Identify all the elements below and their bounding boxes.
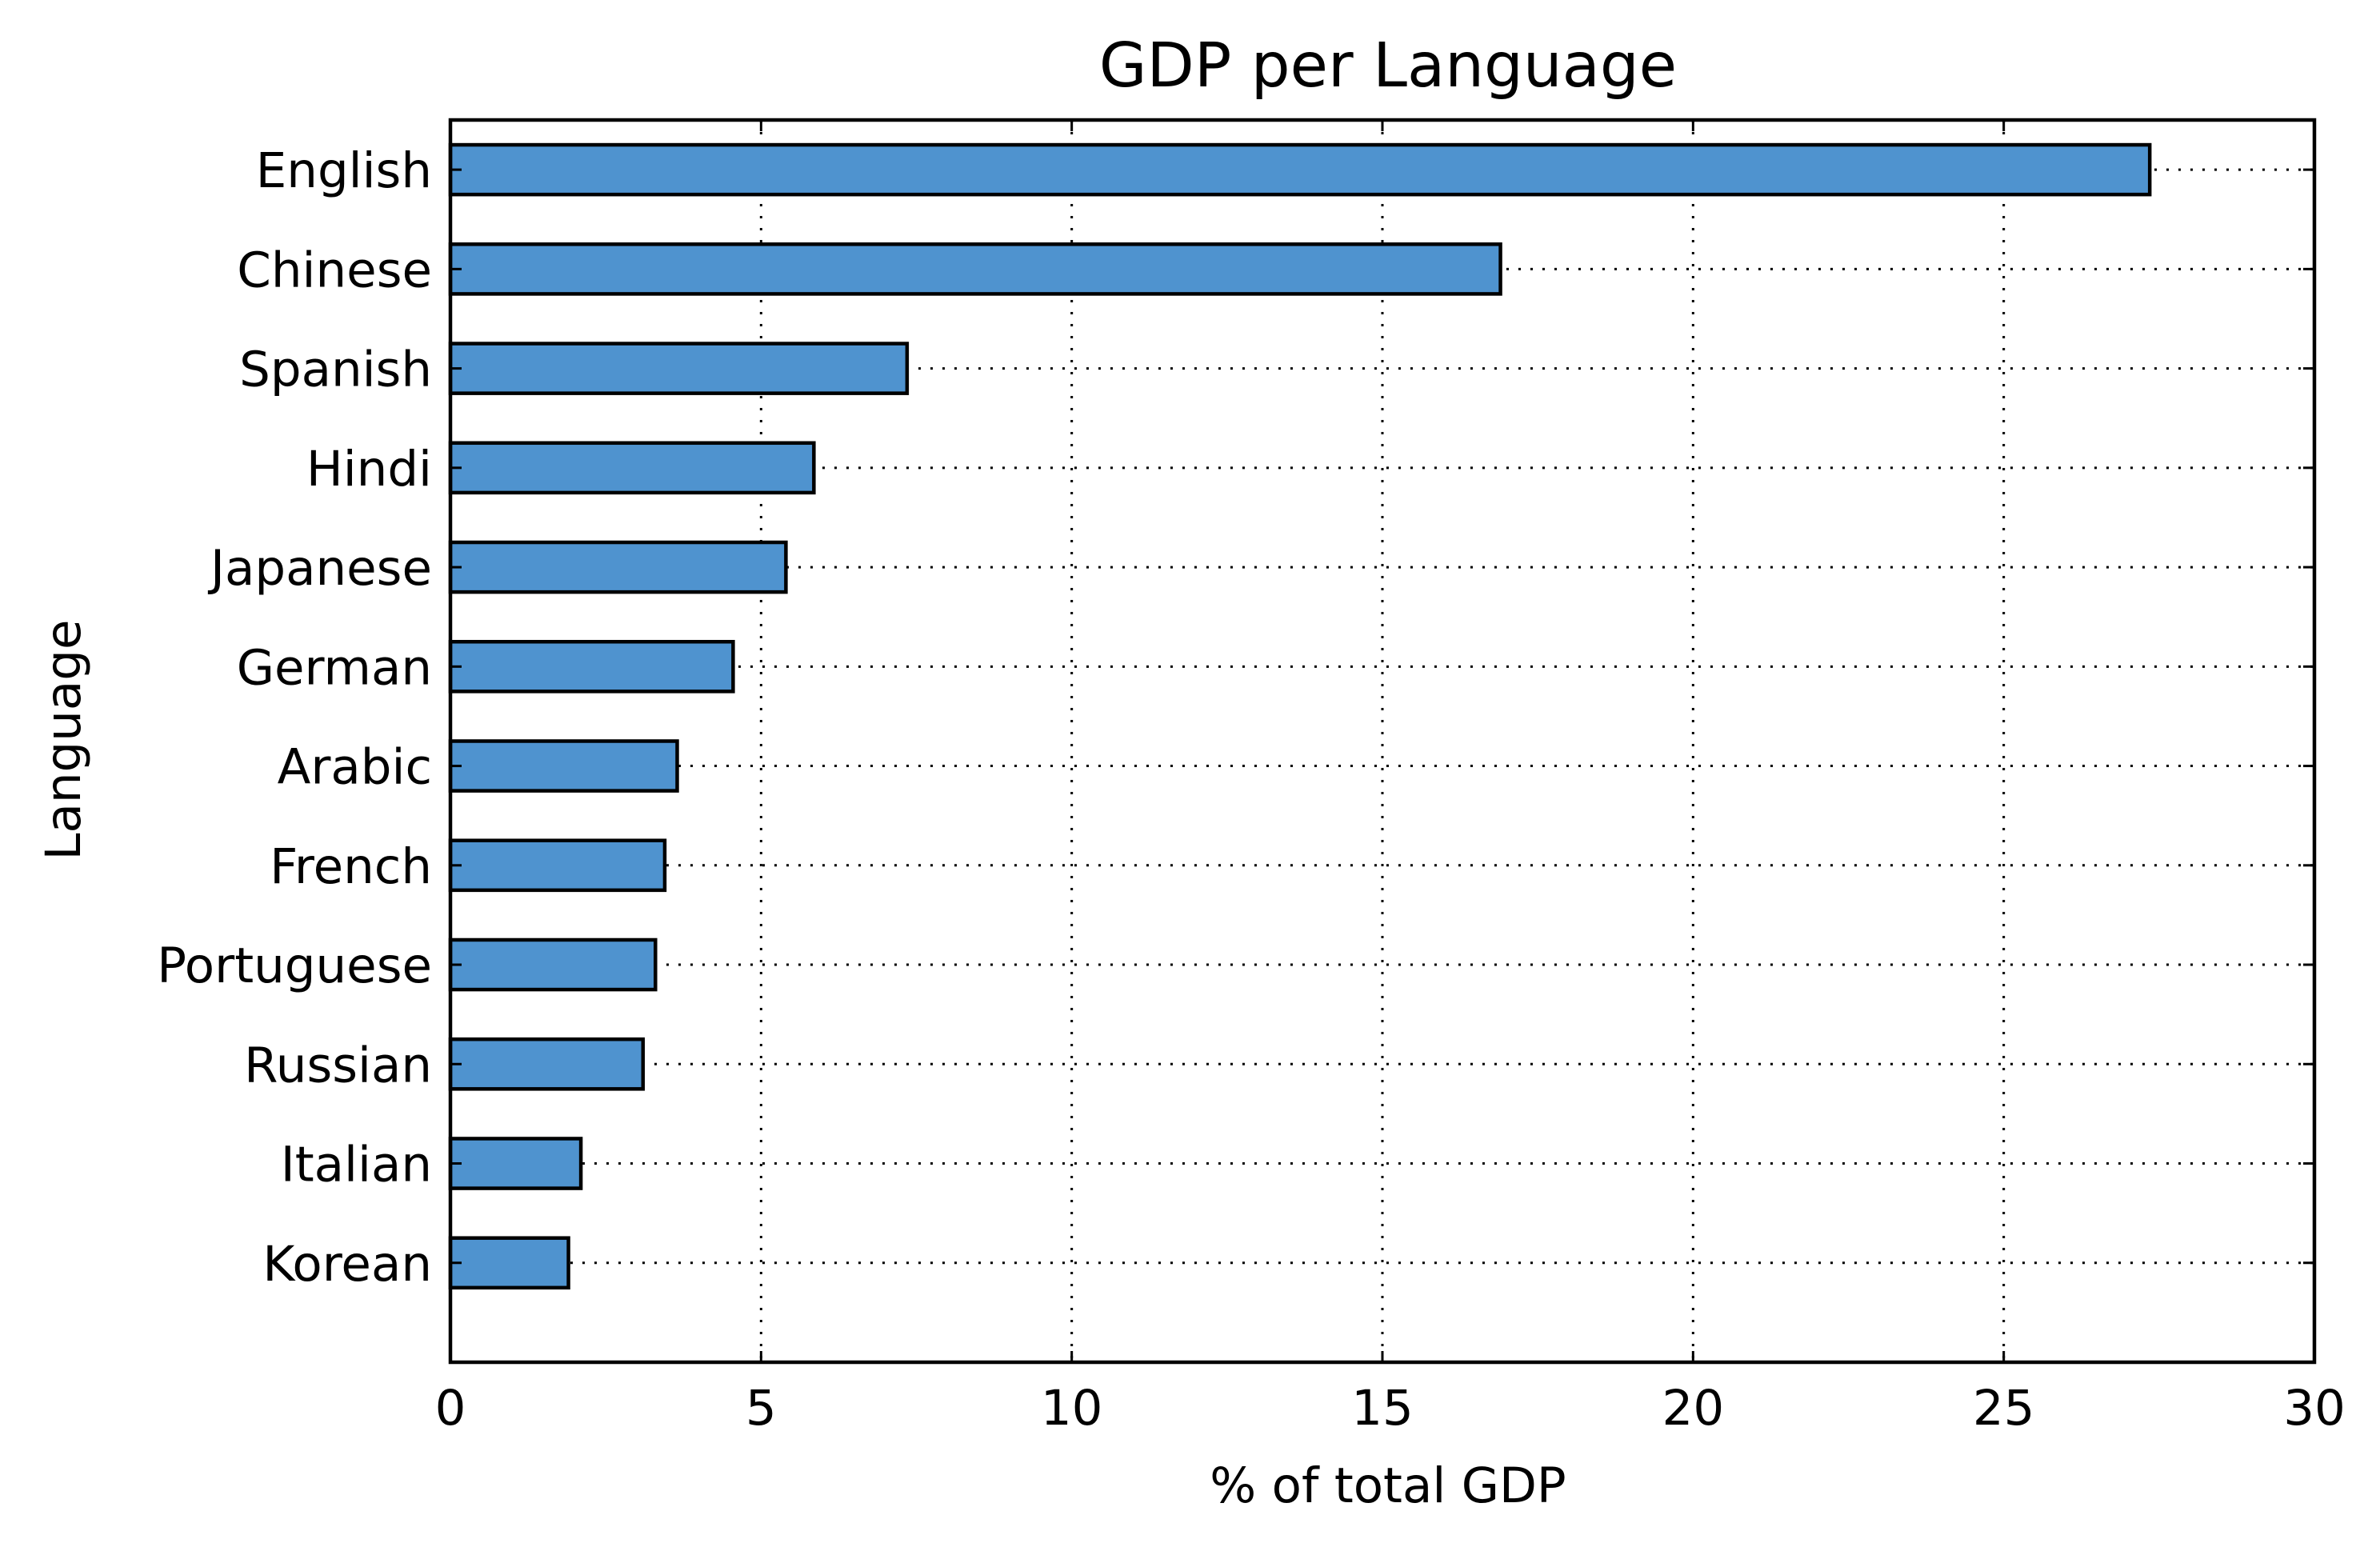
category-label-korean: Korean [262, 1236, 432, 1293]
chart-title: GDP per Language [1099, 30, 1677, 102]
bar-spanish [448, 342, 910, 395]
x-axis-label: % of total GDP [1210, 1457, 1566, 1514]
x-tick-label-5: 5 [746, 1380, 777, 1437]
bar-japanese [448, 540, 788, 594]
x-tick-label-30: 30 [2283, 1380, 2346, 1437]
x-tick-label-0: 0 [435, 1380, 466, 1437]
bar-korean [448, 1236, 570, 1290]
bar-german [448, 640, 735, 694]
bar-italian [448, 1137, 583, 1190]
tick-labels: 0 5 10 15 20 25 30 English Chinese Spanish Hindi Ja… [157, 142, 2346, 1437]
category-label-japanese: Japanese [207, 540, 432, 597]
category-label-spanish: Spanish [239, 342, 432, 398]
bar-portuguese [448, 937, 658, 992]
category-label-russian: Russian [244, 1037, 432, 1093]
category-label-chinese: Chinese [237, 242, 432, 298]
category-label-hindi: Hindi [306, 441, 432, 498]
category-label-italian: Italian [281, 1137, 432, 1193]
bar-hindi [448, 441, 816, 495]
category-label-english: English [256, 142, 432, 199]
category-label-portuguese: Portuguese [157, 937, 432, 994]
x-tick-label-25: 25 [1973, 1380, 2035, 1437]
bars [448, 142, 2152, 1290]
x-tick-label-15: 15 [1351, 1380, 1414, 1437]
y-axis-label: Language [35, 619, 92, 860]
bar-russian [448, 1037, 646, 1091]
bar-chinese [448, 242, 1502, 296]
bar-french [448, 838, 667, 893]
category-label-french: French [270, 838, 432, 895]
bar-arabic [448, 739, 679, 793]
category-label-arabic: Arabic [278, 739, 432, 796]
ticks [449, 120, 2316, 1362]
x-tick-label-20: 20 [1662, 1380, 1725, 1437]
bar-english [448, 142, 2152, 197]
category-label-german: German [237, 639, 432, 696]
x-tick-label-10: 10 [1041, 1380, 1103, 1437]
